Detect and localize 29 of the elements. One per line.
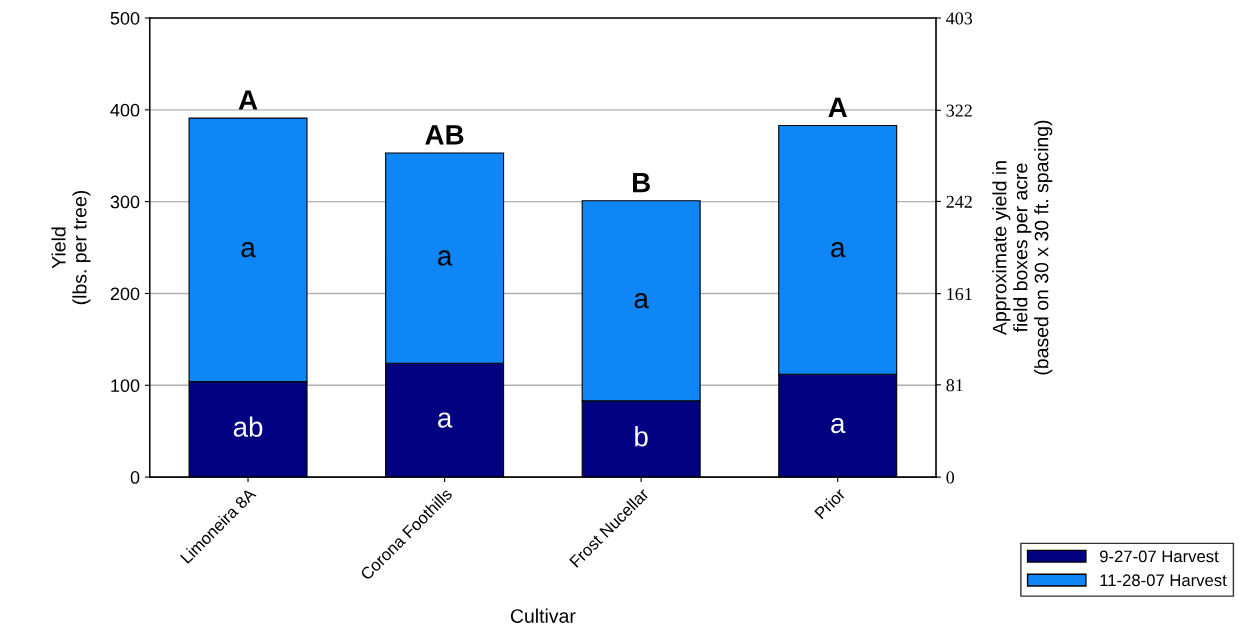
y2-tick-label: 242 (946, 195, 972, 208)
y-tick-label: 0 (130, 471, 140, 484)
annotation: AB (425, 125, 464, 145)
y2-tick-label: 161 (947, 288, 972, 301)
y-tick-label: 300 (110, 195, 140, 209)
y2-tick-label: 81 (946, 379, 963, 392)
data-label: a (438, 250, 453, 266)
y-tick-label: 400 (110, 103, 140, 117)
data-label: a (241, 242, 256, 258)
y-axis-title: Yield (lbs. per tree) (51, 190, 91, 305)
y2-axis-title: Approximate yield in field boxes per acre (based on 30 x 30 ft. spacing) (992, 120, 1053, 375)
annotation: A (238, 90, 258, 110)
legend-label: 9-27-07 Harvest (1100, 550, 1219, 563)
data-label: a (634, 293, 649, 309)
data-label: a (438, 412, 453, 428)
y2-tick-label: 0 (946, 471, 955, 484)
y2-tick-label: 322 (946, 104, 972, 117)
data-label: b (635, 426, 648, 447)
legend-label: 11-28-07 Harvest (1100, 574, 1227, 587)
y2-tick-label: 403 (946, 12, 973, 25)
annotation: A (828, 97, 848, 117)
y-tick-label: 100 (111, 379, 140, 393)
y-tick-label: 200 (110, 287, 140, 301)
data-label: ab (233, 416, 263, 437)
data-label: a (831, 242, 846, 258)
data-label: a (831, 417, 846, 434)
y-tick-label: 500 (110, 11, 140, 25)
x-axis-title: Cultivar (510, 608, 576, 623)
annotation: B (632, 173, 650, 193)
